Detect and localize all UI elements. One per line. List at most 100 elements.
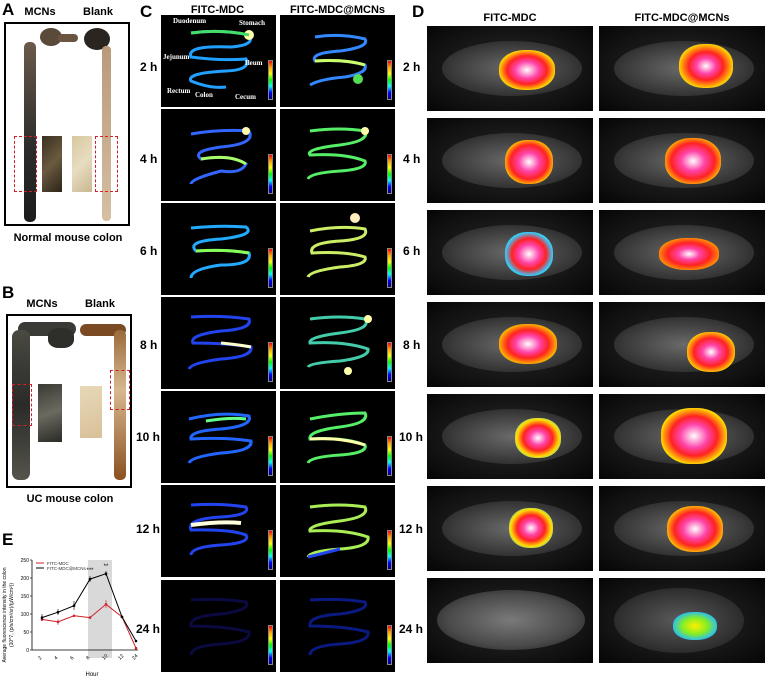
dashed-roi-mcns <box>14 136 37 192</box>
label-cecum: Cecum <box>235 93 256 101</box>
chart-ylabel-2: (10^7, (p/s/cm²/sr)/(μW/cm²)) <box>9 583 15 647</box>
svg-text:50: 50 <box>23 630 29 636</box>
mouse-fitc-mdc-mcns-12h <box>599 486 765 571</box>
chart-svg: Average fluorescence intensity in the co… <box>2 558 140 678</box>
mouse-fitc-mdc-mcns-10h <box>599 394 765 479</box>
label-stomach: Stomach <box>239 19 266 27</box>
panel-a-col-blank: Blank <box>83 6 113 18</box>
inset-blank <box>72 136 92 192</box>
panel-b-caption: UC mouse colon <box>26 493 114 505</box>
cecum-blank <box>84 28 110 50</box>
d-row-8h: 8 h <box>403 338 421 352</box>
c-row-4h: 4 h <box>140 152 158 166</box>
d-row-12h: 12 h <box>399 522 424 536</box>
gut-fitc-mdc-8h <box>161 297 276 389</box>
cecum-mcns <box>40 28 62 46</box>
colorbar <box>268 60 273 100</box>
colon-blank-uc <box>114 330 126 480</box>
panel-d-col-fitc-mdc-mcns: FITC-MDC@MCNs <box>634 12 730 24</box>
x-ticks: 2 4 6 8 10 12 24 <box>37 653 139 661</box>
gut-fitc-mdc-mcns-24h <box>280 580 395 672</box>
cecum-tail-mcns <box>58 34 78 42</box>
label-jejunum: Jejunum <box>163 53 190 61</box>
sig-10h: ** <box>104 564 109 570</box>
svg-text:150: 150 <box>21 594 30 600</box>
mouse-fitc-mdc-mcns-4h <box>599 118 765 203</box>
d-row-6h: 6 h <box>403 244 421 258</box>
svg-text:250: 250 <box>21 558 30 564</box>
mouse-fitc-mdc-mcns-2h <box>599 26 765 111</box>
mouse-fitc-mdc-2h <box>427 26 593 111</box>
chart-ylabel-1: Average fluorescence intensity in the co… <box>2 567 8 662</box>
panel-a-col-mcns: MCNs <box>24 6 56 18</box>
svg-text:12: 12 <box>117 653 125 661</box>
svg-text:6: 6 <box>69 655 75 661</box>
gut-fitc-mdc-6h <box>161 203 276 295</box>
label-ileum: Ileum <box>245 59 263 67</box>
legend-fitc-mdc: FITC-MDC <box>47 561 69 566</box>
colon-mcns-uc <box>12 330 30 480</box>
panel-b-col-mcns: MCNs <box>26 298 58 310</box>
gut-fitc-mdc-mcns-10h <box>280 391 395 483</box>
svg-text:100: 100 <box>21 612 30 618</box>
dashed-roi-blank-uc <box>110 370 130 410</box>
svg-text:24: 24 <box>131 653 139 661</box>
panel-c-col-fitc-mdc: FITC-MDC <box>190 4 245 16</box>
mouse-fitc-mdc-4h <box>427 118 593 203</box>
chart-xlabel: Hour <box>85 672 98 678</box>
mouse-fitc-mdc-10h <box>427 394 593 479</box>
d-row-2h: 2 h <box>403 60 421 74</box>
mouse-fitc-mdc-6h <box>427 210 593 295</box>
inset-mcns <box>42 136 62 192</box>
mouse-fitc-mdc-mcns-8h <box>599 302 765 387</box>
gut-fitc-mdc-2h: Duodenum Stomach Jejunum Ileum Rectum Co… <box>161 15 276 107</box>
svg-text:10: 10 <box>101 653 109 661</box>
svg-text:0: 0 <box>26 648 29 654</box>
c-row-2h: 2 h <box>140 60 158 74</box>
inset-blank-uc <box>80 386 102 438</box>
gut-fitc-mdc-4h <box>161 109 276 201</box>
panel-c-col-fitc-mdc-mcns: FITC-MDC@MCNs <box>289 4 386 16</box>
y-ticks: 0 50 100 150 200 250 <box>21 558 32 654</box>
d-row-24h: 24 h <box>399 622 424 636</box>
gut-fitc-mdc-12h <box>161 485 276 577</box>
c-row-24h: 24 h <box>136 622 161 636</box>
fluorescence-chart: Average fluorescence intensity in the co… <box>0 550 140 680</box>
gut-fitc-mdc-10h <box>161 391 276 483</box>
mouse-fitc-mdc-8h <box>427 302 593 387</box>
panel-c-letter: C <box>140 2 153 21</box>
d-row-10h: 10 h <box>399 430 424 444</box>
panel-b-letter: B <box>2 283 15 302</box>
gut-fitc-mdc-mcns-2h <box>280 15 395 107</box>
svg-text:2: 2 <box>37 655 43 661</box>
panel-a-letter: A <box>2 0 15 19</box>
svg-text:200: 200 <box>21 576 30 582</box>
colon-blank <box>102 46 111 221</box>
colon-mcns <box>24 42 36 222</box>
dashed-roi-mcns-uc <box>12 384 32 426</box>
panel-a-caption: Normal mouse colon <box>13 232 123 244</box>
mouse-fitc-mdc-12h <box>427 486 593 571</box>
cecum-mcns-uc <box>48 328 74 348</box>
legend-fitc-mdc-mcns: FITC-MDC@MCNs <box>47 566 87 571</box>
gut-fitc-mdc-mcns-4h <box>280 109 395 201</box>
gut-fitc-mdc-mcns-6h <box>280 203 395 295</box>
c-row-12h: 12 h <box>136 522 161 536</box>
label-colon: Colon <box>195 91 213 99</box>
inset-mcns-uc <box>38 384 62 442</box>
panel-d-col-fitc-mdc: FITC-MDC <box>483 12 537 24</box>
panel-e-letter: E <box>2 530 14 549</box>
dashed-roi-blank <box>95 136 118 192</box>
sig-8h: *** <box>86 568 94 574</box>
panel-a-frame <box>4 22 130 226</box>
label-duodenum: Duodenum <box>173 17 207 25</box>
svg-text:8: 8 <box>85 655 91 661</box>
gut-fitc-mdc-mcns-8h <box>280 297 395 389</box>
panel-d-letter: D <box>412 2 425 21</box>
mouse-fitc-mdc-mcns-6h <box>599 210 765 295</box>
panel-b-col-blank: Blank <box>85 298 115 310</box>
mouse-fitc-mdc-mcns-24h <box>599 578 765 663</box>
c-row-6h: 6 h <box>140 244 158 258</box>
gut-fitc-mdc-24h <box>161 580 276 672</box>
panel-b-frame <box>6 314 132 488</box>
